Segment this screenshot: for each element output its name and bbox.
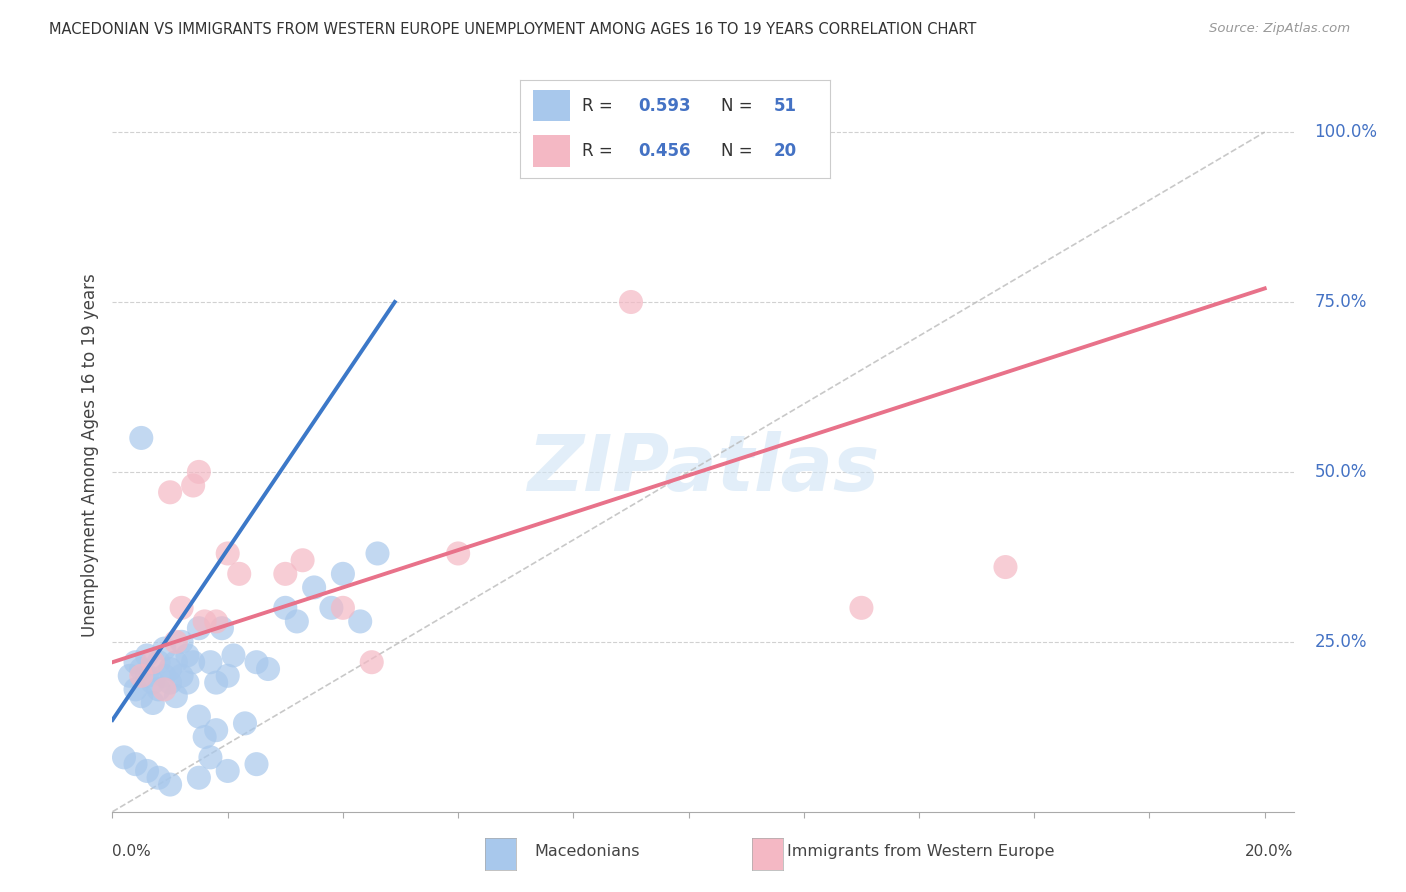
Point bbox=[136, 648, 159, 663]
Point bbox=[181, 478, 204, 492]
Point bbox=[129, 431, 152, 445]
Point bbox=[349, 615, 371, 629]
Point bbox=[321, 600, 343, 615]
Point bbox=[129, 662, 152, 676]
Point bbox=[360, 655, 382, 669]
Point bbox=[165, 689, 187, 703]
Point bbox=[170, 669, 193, 683]
Point bbox=[165, 655, 187, 669]
Point bbox=[291, 553, 314, 567]
Text: Macedonians: Macedonians bbox=[534, 845, 640, 859]
Point bbox=[187, 771, 209, 785]
Text: Source: ZipAtlas.com: Source: ZipAtlas.com bbox=[1209, 22, 1350, 36]
Point bbox=[112, 750, 135, 764]
Text: 0.456: 0.456 bbox=[638, 142, 690, 160]
Point bbox=[187, 709, 209, 723]
Point bbox=[165, 635, 187, 649]
Point bbox=[136, 764, 159, 778]
Point bbox=[142, 655, 165, 669]
Point bbox=[153, 669, 176, 683]
Text: ZIPatlas: ZIPatlas bbox=[527, 431, 879, 508]
Point bbox=[159, 485, 181, 500]
Point bbox=[153, 682, 176, 697]
Point bbox=[129, 689, 152, 703]
Point bbox=[142, 696, 165, 710]
Point bbox=[159, 662, 181, 676]
Point bbox=[217, 546, 239, 560]
Text: N =: N = bbox=[721, 97, 752, 115]
Point bbox=[222, 648, 245, 663]
Text: MACEDONIAN VS IMMIGRANTS FROM WESTERN EUROPE UNEMPLOYMENT AMONG AGES 16 TO 19 YE: MACEDONIAN VS IMMIGRANTS FROM WESTERN EU… bbox=[49, 22, 977, 37]
Point bbox=[136, 669, 159, 683]
Text: 20: 20 bbox=[773, 142, 797, 160]
Text: 100.0%: 100.0% bbox=[1315, 123, 1378, 141]
Point bbox=[148, 682, 170, 697]
Point bbox=[217, 669, 239, 683]
Point bbox=[274, 600, 297, 615]
Point bbox=[332, 566, 354, 581]
Text: 0.593: 0.593 bbox=[638, 97, 690, 115]
Text: 25.0%: 25.0% bbox=[1315, 632, 1367, 651]
Text: N =: N = bbox=[721, 142, 752, 160]
Point bbox=[129, 669, 152, 683]
Point bbox=[285, 615, 308, 629]
Point bbox=[994, 560, 1017, 574]
Point bbox=[170, 635, 193, 649]
Point bbox=[181, 655, 204, 669]
Text: 50.0%: 50.0% bbox=[1315, 463, 1367, 481]
Point bbox=[170, 600, 193, 615]
Point bbox=[332, 600, 354, 615]
Point bbox=[187, 621, 209, 635]
Point bbox=[148, 655, 170, 669]
Point bbox=[194, 730, 217, 744]
Text: 20.0%: 20.0% bbox=[1246, 845, 1294, 859]
Point bbox=[211, 621, 233, 635]
Point bbox=[228, 566, 250, 581]
Text: Immigrants from Western Europe: Immigrants from Western Europe bbox=[787, 845, 1054, 859]
Point bbox=[620, 295, 643, 310]
Point bbox=[159, 675, 181, 690]
Point bbox=[118, 669, 141, 683]
Bar bbox=[533, 136, 569, 167]
Point bbox=[205, 723, 228, 738]
Text: R =: R = bbox=[582, 142, 613, 160]
Point bbox=[176, 675, 198, 690]
Bar bbox=[533, 90, 569, 121]
Point bbox=[153, 641, 176, 656]
Point bbox=[257, 662, 280, 676]
Point bbox=[200, 750, 222, 764]
Point bbox=[851, 600, 873, 615]
Point bbox=[142, 675, 165, 690]
Point bbox=[148, 771, 170, 785]
Point bbox=[245, 757, 267, 772]
Point bbox=[205, 675, 228, 690]
Text: 51: 51 bbox=[773, 97, 797, 115]
Point bbox=[124, 757, 146, 772]
Point bbox=[245, 655, 267, 669]
Point bbox=[233, 716, 256, 731]
Point bbox=[124, 682, 146, 697]
Point bbox=[200, 655, 222, 669]
Text: 75.0%: 75.0% bbox=[1315, 293, 1367, 311]
Point bbox=[447, 546, 470, 560]
Point bbox=[159, 778, 181, 792]
Text: R =: R = bbox=[582, 97, 613, 115]
Point bbox=[194, 615, 217, 629]
Point bbox=[302, 581, 325, 595]
Point bbox=[366, 546, 388, 560]
Y-axis label: Unemployment Among Ages 16 to 19 years: Unemployment Among Ages 16 to 19 years bbox=[80, 273, 98, 637]
Point bbox=[187, 465, 209, 479]
Point bbox=[274, 566, 297, 581]
Point bbox=[205, 615, 228, 629]
Text: 0.0%: 0.0% bbox=[112, 845, 152, 859]
Point bbox=[217, 764, 239, 778]
Point bbox=[124, 655, 146, 669]
Point bbox=[176, 648, 198, 663]
